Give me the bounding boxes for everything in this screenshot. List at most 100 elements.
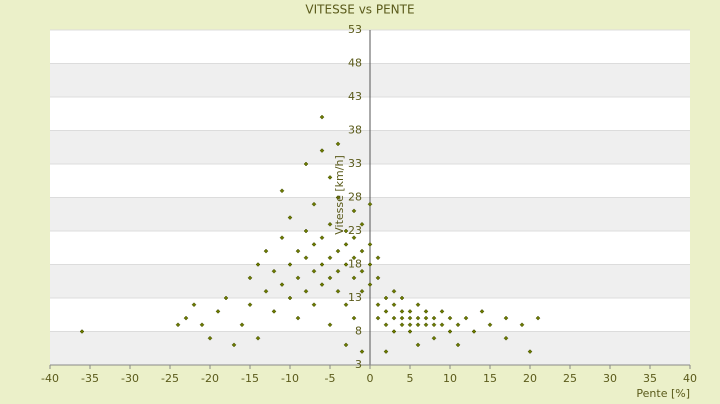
point xyxy=(503,335,509,341)
point xyxy=(223,295,229,301)
point xyxy=(319,114,325,120)
point xyxy=(239,322,245,328)
x-tick-label: -5 xyxy=(325,372,336,385)
point xyxy=(279,282,285,287)
point xyxy=(415,322,421,328)
point xyxy=(407,309,413,314)
point xyxy=(519,322,525,328)
y-tick-label: 53 xyxy=(348,23,362,36)
point xyxy=(335,248,341,254)
point xyxy=(271,309,277,314)
x-tick-label: -25 xyxy=(161,372,179,385)
point xyxy=(247,275,253,281)
point xyxy=(431,315,437,321)
point xyxy=(335,268,341,274)
point xyxy=(287,215,293,220)
point xyxy=(367,201,373,207)
point xyxy=(375,275,381,281)
point xyxy=(295,275,301,281)
point xyxy=(367,242,373,247)
point xyxy=(303,288,309,294)
point xyxy=(303,161,309,167)
point xyxy=(343,262,349,267)
point xyxy=(487,322,493,328)
point xyxy=(399,315,405,321)
point xyxy=(423,322,429,328)
x-tick-label: 0 xyxy=(367,372,374,385)
point xyxy=(415,342,421,348)
y-tick-label: 38 xyxy=(348,124,362,137)
point xyxy=(79,329,85,334)
point xyxy=(335,288,341,294)
point xyxy=(423,315,429,321)
point xyxy=(375,315,381,321)
x-tick-label: -40 xyxy=(41,372,59,385)
x-tick-label: 10 xyxy=(443,372,457,385)
point xyxy=(359,268,365,274)
x-tick-label: 15 xyxy=(483,372,497,385)
y-tick-label: 43 xyxy=(348,90,362,103)
x-tick-label: 40 xyxy=(683,372,697,385)
y-tick-label: 18 xyxy=(348,258,362,271)
point xyxy=(343,242,349,247)
point xyxy=(535,315,541,321)
x-tick-label: -15 xyxy=(241,372,259,385)
point xyxy=(343,228,349,234)
point xyxy=(327,175,333,180)
point xyxy=(407,329,413,334)
point xyxy=(399,295,405,301)
point xyxy=(199,322,205,328)
y-tick-label: 8 xyxy=(355,325,362,338)
x-tick-label: 20 xyxy=(523,372,537,385)
point xyxy=(351,235,357,241)
point xyxy=(359,349,365,354)
point xyxy=(415,302,421,308)
point xyxy=(391,302,397,308)
point xyxy=(351,315,357,321)
point xyxy=(391,315,397,321)
point xyxy=(247,302,253,308)
point xyxy=(463,315,469,321)
point xyxy=(319,148,325,153)
plot-area xyxy=(50,29,690,366)
point xyxy=(207,335,213,341)
point xyxy=(319,282,325,287)
point xyxy=(327,255,333,261)
chart-title: VITESSE vs PENTE xyxy=(305,3,414,17)
point xyxy=(375,302,381,308)
point xyxy=(231,342,237,348)
point xyxy=(295,315,301,321)
point xyxy=(335,195,341,200)
point xyxy=(351,275,357,281)
point xyxy=(423,309,429,314)
point xyxy=(175,322,181,328)
point xyxy=(303,228,309,234)
x-tick-label: 30 xyxy=(603,372,617,385)
point xyxy=(439,309,445,314)
point xyxy=(431,322,437,328)
point xyxy=(215,309,221,314)
point xyxy=(311,242,317,247)
point xyxy=(279,188,285,194)
x-tick-label: -35 xyxy=(81,372,99,385)
x-tick-label: -20 xyxy=(201,372,219,385)
point xyxy=(455,342,461,348)
point xyxy=(319,235,325,241)
point xyxy=(375,255,381,261)
point xyxy=(343,302,349,308)
point xyxy=(407,315,413,321)
point xyxy=(311,268,317,274)
point xyxy=(255,335,261,341)
point xyxy=(351,208,357,214)
point xyxy=(287,262,293,267)
point xyxy=(191,302,197,308)
y-axis-title: Vitesse [km/h] xyxy=(333,155,346,235)
point xyxy=(327,275,333,281)
point xyxy=(383,295,389,301)
point xyxy=(479,309,485,314)
point xyxy=(527,349,533,354)
point xyxy=(343,342,349,348)
point xyxy=(439,322,445,328)
point xyxy=(455,322,461,328)
